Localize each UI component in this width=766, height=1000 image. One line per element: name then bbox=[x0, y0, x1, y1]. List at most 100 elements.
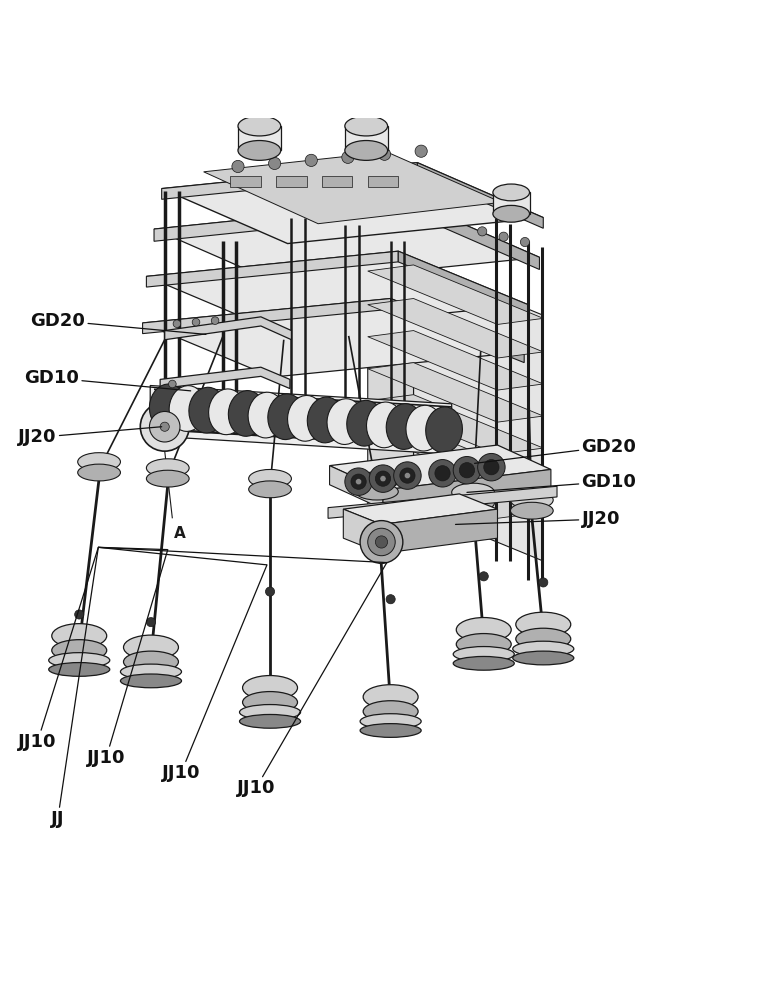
Bar bbox=[368, 176, 398, 187]
Ellipse shape bbox=[510, 502, 553, 519]
Text: A: A bbox=[174, 526, 186, 541]
Circle shape bbox=[478, 453, 505, 481]
Circle shape bbox=[146, 618, 155, 627]
Polygon shape bbox=[64, 636, 94, 650]
Polygon shape bbox=[162, 163, 417, 199]
Circle shape bbox=[140, 402, 189, 451]
Circle shape bbox=[415, 145, 427, 157]
Ellipse shape bbox=[240, 705, 300, 720]
Polygon shape bbox=[417, 163, 543, 228]
Ellipse shape bbox=[493, 205, 529, 222]
Ellipse shape bbox=[366, 402, 403, 448]
Polygon shape bbox=[368, 427, 543, 486]
Ellipse shape bbox=[345, 116, 388, 136]
Ellipse shape bbox=[516, 628, 571, 650]
Ellipse shape bbox=[510, 491, 553, 509]
Ellipse shape bbox=[453, 656, 514, 670]
Text: JJ10: JJ10 bbox=[237, 563, 387, 797]
Circle shape bbox=[351, 474, 366, 489]
Ellipse shape bbox=[406, 405, 443, 451]
Circle shape bbox=[375, 536, 388, 548]
Ellipse shape bbox=[386, 404, 423, 449]
Bar bbox=[231, 176, 261, 187]
Polygon shape bbox=[526, 649, 560, 658]
Circle shape bbox=[435, 466, 450, 481]
Ellipse shape bbox=[228, 391, 265, 436]
Polygon shape bbox=[345, 126, 388, 150]
Ellipse shape bbox=[355, 472, 398, 490]
Ellipse shape bbox=[327, 399, 364, 444]
Ellipse shape bbox=[146, 459, 189, 477]
Text: JJ: JJ bbox=[51, 547, 98, 828]
Circle shape bbox=[380, 476, 386, 482]
Circle shape bbox=[74, 610, 83, 619]
Circle shape bbox=[173, 320, 181, 328]
Circle shape bbox=[169, 380, 176, 388]
Polygon shape bbox=[85, 462, 113, 473]
Circle shape bbox=[192, 318, 200, 326]
Ellipse shape bbox=[452, 483, 494, 502]
Circle shape bbox=[211, 317, 219, 324]
Ellipse shape bbox=[512, 651, 574, 665]
Ellipse shape bbox=[77, 464, 120, 481]
Polygon shape bbox=[142, 299, 524, 377]
Polygon shape bbox=[518, 500, 545, 511]
Text: JJ10: JJ10 bbox=[87, 550, 168, 767]
Ellipse shape bbox=[355, 483, 398, 500]
Text: JJ10: JJ10 bbox=[162, 565, 267, 782]
Polygon shape bbox=[146, 251, 528, 331]
Polygon shape bbox=[146, 251, 398, 287]
Polygon shape bbox=[154, 468, 182, 479]
Ellipse shape bbox=[363, 701, 418, 722]
Circle shape bbox=[368, 528, 395, 556]
Text: GD10: GD10 bbox=[25, 369, 191, 391]
Circle shape bbox=[305, 154, 317, 166]
Ellipse shape bbox=[120, 664, 182, 679]
Ellipse shape bbox=[248, 392, 285, 438]
Polygon shape bbox=[238, 126, 280, 150]
Circle shape bbox=[266, 587, 275, 596]
Ellipse shape bbox=[149, 384, 186, 430]
Circle shape bbox=[342, 151, 354, 163]
Circle shape bbox=[429, 460, 457, 487]
Bar bbox=[322, 176, 352, 187]
Polygon shape bbox=[368, 363, 543, 422]
Ellipse shape bbox=[360, 724, 421, 737]
Circle shape bbox=[232, 160, 244, 173]
Polygon shape bbox=[374, 721, 408, 730]
Ellipse shape bbox=[307, 397, 344, 443]
Ellipse shape bbox=[169, 386, 206, 431]
Ellipse shape bbox=[123, 635, 178, 660]
Ellipse shape bbox=[120, 674, 182, 688]
Polygon shape bbox=[343, 509, 381, 553]
Ellipse shape bbox=[512, 641, 574, 656]
Circle shape bbox=[269, 157, 280, 170]
Circle shape bbox=[375, 471, 391, 486]
Ellipse shape bbox=[249, 481, 291, 498]
Polygon shape bbox=[363, 481, 391, 492]
Ellipse shape bbox=[453, 647, 514, 662]
Polygon shape bbox=[142, 299, 391, 334]
Ellipse shape bbox=[238, 116, 280, 136]
Polygon shape bbox=[368, 262, 414, 540]
Circle shape bbox=[499, 232, 508, 241]
Polygon shape bbox=[414, 202, 539, 270]
Ellipse shape bbox=[363, 685, 418, 709]
Polygon shape bbox=[467, 654, 500, 663]
Ellipse shape bbox=[287, 395, 324, 441]
Text: JJ10: JJ10 bbox=[18, 547, 98, 751]
Bar bbox=[277, 176, 306, 187]
Circle shape bbox=[360, 521, 403, 563]
Ellipse shape bbox=[493, 184, 529, 201]
Ellipse shape bbox=[146, 470, 189, 487]
Ellipse shape bbox=[360, 714, 421, 729]
Text: JJ20: JJ20 bbox=[18, 427, 162, 446]
Ellipse shape bbox=[347, 400, 384, 446]
Polygon shape bbox=[154, 202, 414, 241]
Polygon shape bbox=[368, 459, 543, 518]
Circle shape bbox=[404, 473, 411, 479]
Ellipse shape bbox=[452, 495, 494, 511]
Polygon shape bbox=[255, 688, 285, 702]
Polygon shape bbox=[204, 152, 501, 224]
Circle shape bbox=[400, 468, 415, 483]
